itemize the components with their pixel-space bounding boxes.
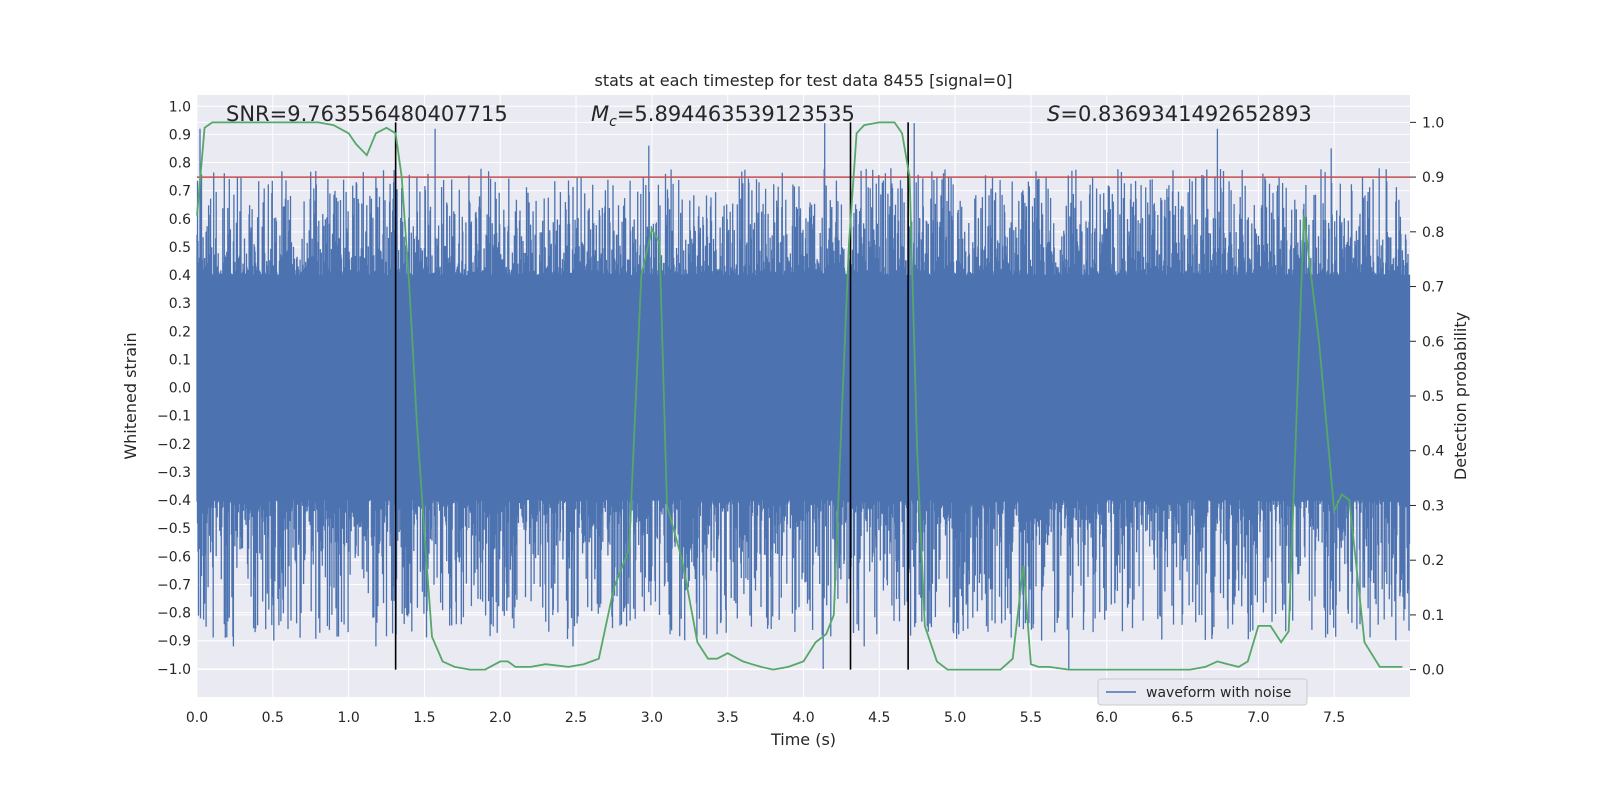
y-axis-label: Whitened strain xyxy=(121,332,140,459)
y-tick-label: −0.4 xyxy=(157,493,191,509)
x-tick-label: 4.5 xyxy=(868,710,890,726)
x-tick-label: 3.5 xyxy=(717,710,739,726)
y2-tick-label: 0.0 xyxy=(1422,663,1444,679)
x-tick-label: 7.5 xyxy=(1323,710,1345,726)
y-tick-label: 0.4 xyxy=(169,268,191,284)
y-tick-label: −0.2 xyxy=(157,437,191,453)
x-tick-label: 0.5 xyxy=(262,710,284,726)
y-tick-label: 0.6 xyxy=(169,212,191,228)
y2-tick-label: 0.5 xyxy=(1422,389,1444,405)
y2-tick-label: 0.9 xyxy=(1422,170,1444,186)
y-tick-label: 0.1 xyxy=(169,352,191,368)
mc-subscript: c xyxy=(609,114,617,130)
y-tick-label: 0.0 xyxy=(169,381,191,397)
y-tick-label: −1.0 xyxy=(157,662,191,678)
x-tick-label: 5.0 xyxy=(944,710,966,726)
y2-tick-label: 1.0 xyxy=(1422,115,1444,131)
x-tick-label: 5.5 xyxy=(1020,710,1042,726)
x-tick-label: 4.0 xyxy=(792,710,814,726)
mc-symbol: M xyxy=(591,102,609,126)
legend: waveform with noise xyxy=(1097,678,1308,706)
y-tick-label: −0.1 xyxy=(157,409,191,425)
x-tick-label: 6.0 xyxy=(1096,710,1118,726)
chirp-mass-annotation: Mc=5.894463539123535 xyxy=(591,102,855,130)
y-tick-label: −0.9 xyxy=(157,634,191,650)
x-axis-label: Time (s) xyxy=(770,730,836,749)
s-annotation: S=0.8369341492652893 xyxy=(1047,102,1312,126)
x-tick-label: 1.5 xyxy=(413,710,435,726)
y2-tick-label: 0.4 xyxy=(1422,444,1444,460)
y-tick-label: −0.8 xyxy=(157,606,191,622)
detection-probability-line xyxy=(196,121,1403,671)
y2-tick-label: 0.2 xyxy=(1422,553,1444,569)
x-tick-label: 3.0 xyxy=(641,710,663,726)
y-tick-label: 0.2 xyxy=(169,324,191,340)
x-tick-label: 0.0 xyxy=(186,710,208,726)
probability-overlay xyxy=(196,121,1410,671)
y2-tick-label: 0.3 xyxy=(1422,498,1444,514)
y-tick-label: −0.5 xyxy=(157,521,191,537)
y-tick-label: 0.8 xyxy=(169,156,191,172)
y-tick-label: 0.7 xyxy=(169,184,191,200)
legend-box xyxy=(1097,678,1308,706)
chart-title: stats at each timestep for test data 845… xyxy=(594,71,1012,90)
x-tick-label: 1.0 xyxy=(337,710,359,726)
y-tick-label: 0.5 xyxy=(169,240,191,256)
x-tick-label: 2.5 xyxy=(565,710,587,726)
snr-annotation: SNR=9.763556480407715 xyxy=(226,102,508,126)
mc-value: =5.894463539123535 xyxy=(617,102,855,126)
s-symbol: S xyxy=(1047,102,1060,126)
y-tick-label: 0.9 xyxy=(169,127,191,143)
waveform-series xyxy=(196,123,1411,669)
waveform-dense-band xyxy=(197,275,1410,501)
s-value: =0.8369341492652893 xyxy=(1060,102,1311,126)
y2-tick-label: 0.8 xyxy=(1422,225,1444,241)
y-tick-label: −0.6 xyxy=(157,549,191,565)
axes: 0.0 0.5 1.0 1.5 2.0 2.5 3.0 3.5 4.0 4.5 5.0 5.5 6.0 6… xyxy=(157,99,1444,726)
y-tick-label: −0.7 xyxy=(157,577,191,593)
y2-axis-label: Detection probability xyxy=(1451,312,1470,480)
x-tick-label: 7.0 xyxy=(1247,710,1269,726)
y-tick-label: 0.3 xyxy=(169,296,191,312)
legend-label: waveform with noise xyxy=(1146,685,1291,701)
y-tick-label: 1.0 xyxy=(169,99,191,115)
x-tick-label: 6.5 xyxy=(1171,710,1193,726)
y-tick-label: −0.3 xyxy=(157,465,191,481)
y2-tick-label: 0.1 xyxy=(1422,608,1444,624)
y2-tick-label: 0.6 xyxy=(1422,334,1444,350)
y2-tick-label: 0.7 xyxy=(1422,280,1444,296)
x-tick-label: 2.0 xyxy=(489,710,511,726)
